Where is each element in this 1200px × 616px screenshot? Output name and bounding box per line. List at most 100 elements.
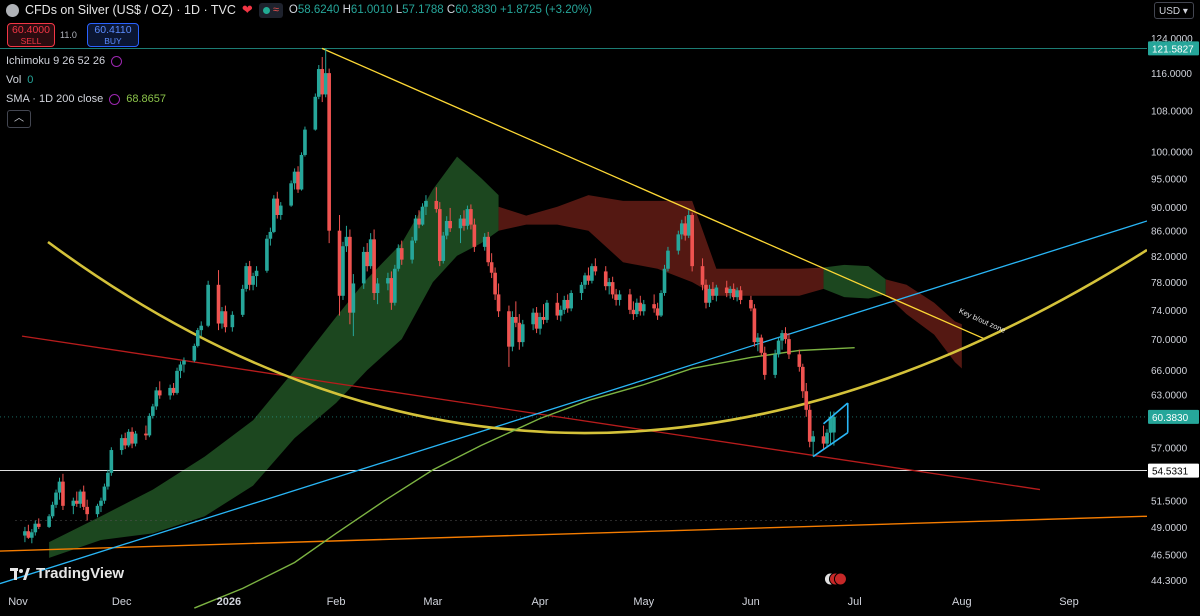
candle (372, 229, 376, 300)
candle (119, 434, 124, 455)
price-chart[interactable]: Key b/out zone Nov Dec 2026 Feb Mar Apr May Jun… (0, 0, 1147, 611)
currency-label: USD (1159, 6, 1181, 17)
candle-body (659, 293, 663, 316)
chart-header: CFDs on Silver (US$ / OZ) · 1D · TVC ❤ ≈… (6, 2, 592, 18)
x-tick-label: Nov (8, 596, 28, 608)
candle-body (628, 294, 632, 310)
candle (375, 278, 380, 305)
candle (178, 361, 183, 379)
candle (825, 429, 829, 448)
y-tick-label: 66.0000 (1151, 366, 1188, 377)
candle (57, 477, 62, 500)
candle-body (316, 69, 321, 97)
market-open-dot-icon (262, 6, 270, 14)
candle-body (565, 299, 570, 309)
candle (386, 272, 390, 291)
currency-selector[interactable]: USD ▾ (1154, 2, 1194, 19)
candle-body (265, 238, 269, 271)
vol-value: 0 (27, 74, 34, 86)
favorite-heart-icon[interactable]: ❤ (241, 2, 253, 17)
candle (151, 403, 155, 419)
candle-body (216, 284, 221, 324)
x-tick-label: Sep (1059, 596, 1079, 608)
candle (126, 429, 131, 448)
candle-body (731, 288, 736, 298)
y-tick-label: 100.0000 (1151, 147, 1193, 158)
price-label: 121.5827 (1152, 44, 1194, 55)
candle-body (420, 206, 425, 225)
candle-body (223, 311, 228, 328)
candle (26, 524, 31, 539)
candle-body (434, 200, 439, 210)
sell-button[interactable]: 60.4000 SELL (7, 23, 55, 47)
candle (175, 367, 179, 395)
ohlc-high-key: H (342, 4, 351, 16)
candle-body (489, 262, 494, 273)
x-tick-label: 2026 (217, 596, 241, 608)
candle-body (78, 491, 83, 504)
x-tick-label: Apr (531, 596, 548, 608)
candle (517, 314, 522, 350)
symbol-title[interactable]: CFDs on Silver (US$ / OZ) · 1D · TVC (25, 3, 236, 17)
ichimoku-label: Ichimoku 9 26 52 26 (6, 55, 106, 67)
candle-body (351, 283, 356, 313)
indicator-volume[interactable]: Vol 0 (6, 74, 33, 86)
y-tick-label: 51.5000 (1151, 497, 1188, 508)
candle-body (756, 337, 760, 343)
y-tick-label: 44.3000 (1151, 576, 1188, 587)
candle-body (23, 531, 27, 536)
indicator-ichimoku[interactable]: Ichimoku 9 26 52 26 (6, 55, 123, 67)
candle (71, 497, 76, 515)
candle-body (365, 251, 369, 267)
candle (545, 299, 549, 323)
candle (603, 266, 608, 291)
candle-body (327, 73, 331, 231)
buy-button[interactable]: 60.4110 BUY (87, 23, 139, 47)
candle-body (123, 438, 127, 446)
candle-body (690, 215, 694, 267)
candle (807, 404, 812, 448)
candle (413, 215, 418, 244)
candle (240, 284, 245, 317)
candle-body (147, 415, 152, 436)
candle-body (686, 215, 691, 236)
y-tick-label: 46.5000 (1151, 550, 1188, 561)
candle-body (811, 436, 815, 442)
candle-body (469, 209, 473, 225)
candle (102, 483, 107, 504)
candle (735, 287, 739, 302)
candle-body (520, 324, 525, 343)
collapse-legend-button[interactable]: ︿ (7, 110, 31, 128)
candle-body (462, 218, 466, 226)
candle-body (313, 96, 318, 130)
candle-body (50, 504, 55, 517)
candle (247, 260, 252, 291)
x-tick-label: Jun (742, 596, 760, 608)
candle (410, 236, 414, 264)
candle (714, 284, 719, 302)
candle (610, 276, 615, 299)
candle-body (26, 531, 31, 538)
candle (804, 382, 809, 417)
price-axis[interactable]: 124.0000 116.0000 108.0000 100.0000 95.0000 9… (1147, 0, 1200, 611)
candle-body (30, 532, 34, 538)
candle-body (652, 304, 656, 309)
candle (562, 295, 567, 315)
candle-body (510, 316, 515, 347)
candle (686, 210, 691, 239)
candle (800, 363, 805, 398)
candle-body (735, 290, 739, 298)
status-pill[interactable]: ≈ (258, 2, 283, 18)
candle-body (586, 275, 591, 281)
candle (641, 299, 646, 316)
candle-body (375, 283, 380, 294)
candle (534, 306, 539, 334)
event-flag-icon (833, 572, 847, 586)
loading-icon (109, 93, 121, 105)
sma-value: 68.8657 (126, 93, 166, 105)
indicator-sma[interactable]: SMA · 1D 200 close 68.8657 (6, 93, 166, 105)
candle-body (641, 304, 646, 312)
x-tick-label: Feb (327, 596, 346, 608)
candle (341, 241, 345, 300)
candle-body (154, 390, 159, 407)
